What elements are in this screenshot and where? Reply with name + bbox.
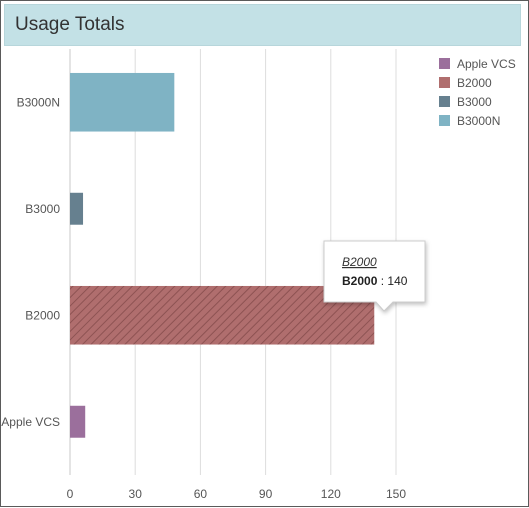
bar-b3000n[interactable] (70, 72, 175, 132)
x-tick-label: 30 (129, 487, 143, 501)
x-tick-label: 150 (386, 487, 406, 501)
x-tick-label: 0 (67, 487, 74, 501)
bar-b3000[interactable] (70, 192, 84, 225)
x-tick-label: 90 (259, 487, 273, 501)
panel-title: Usage Totals (15, 14, 125, 35)
tooltip-value-line: B2000 : 140 (342, 274, 408, 288)
panel-header: Usage Totals (4, 4, 521, 46)
bars (70, 72, 375, 438)
tooltip-value: 140 (387, 274, 407, 288)
legend-swatch (439, 77, 450, 88)
x-tick-label: 60 (194, 487, 208, 501)
legend-swatch (439, 58, 450, 69)
tooltip-title: B2000 (342, 255, 377, 269)
category-label: B2000 (25, 308, 60, 322)
x-axis-ticks: 0 30 60 90 120 150 (67, 487, 407, 501)
x-tick-label: 120 (321, 487, 341, 501)
category-labels: Apple VCS B2000 B3000 B3000N (1, 95, 60, 429)
category-label: B3000 (25, 202, 60, 216)
legend-label[interactable]: B2000 (457, 76, 492, 90)
tooltip-series: B2000 (342, 274, 378, 288)
legend: Apple VCS B2000 B3000 B3000N (439, 57, 516, 128)
bar-apple-vcs[interactable] (70, 405, 86, 438)
legend-swatch (439, 115, 450, 126)
legend-label[interactable]: Apple VCS (457, 57, 516, 71)
legend-label[interactable]: B3000N (457, 114, 500, 128)
tooltip-separator: : (377, 274, 387, 288)
bar-tooltip: B2000 B2000 : 140 (323, 240, 426, 312)
legend-label[interactable]: B3000 (457, 95, 492, 109)
legend-swatch (439, 96, 450, 107)
tooltip-box (323, 240, 426, 312)
category-label: Apple VCS (1, 415, 60, 429)
category-label: B3000N (17, 95, 60, 109)
